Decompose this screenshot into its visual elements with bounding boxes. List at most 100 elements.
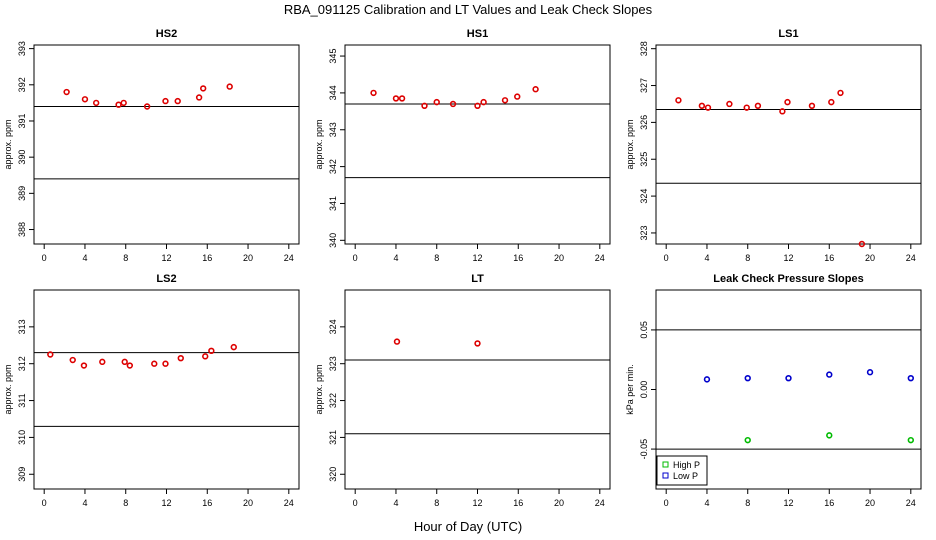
data-point [121, 358, 128, 366]
y-axis-label: approx. ppm [314, 119, 324, 169]
figure-x-axis-label: Hour of Day (UTC) [414, 519, 522, 534]
y-tick-label: 345 [328, 49, 338, 64]
legend-box [656, 455, 708, 486]
panel-title: LS1 [778, 28, 798, 40]
panel-title: HS2 [156, 28, 177, 40]
data-point [81, 96, 89, 103]
x-tick-label: 4 [704, 498, 709, 508]
data-point [199, 85, 207, 92]
x-tick-label: 12 [161, 253, 171, 263]
panel-title: Leak Check Pressure Slopes [713, 273, 863, 285]
data-point [449, 100, 457, 108]
data-point [858, 240, 866, 248]
panel-title: LS2 [156, 273, 176, 285]
data-point [230, 343, 237, 351]
data-point [421, 102, 428, 110]
x-tick-label: 8 [434, 498, 439, 508]
x-tick-label: 0 [664, 498, 669, 508]
y-tick-label: 391 [17, 113, 27, 128]
data-point [826, 371, 833, 378]
y-tick-label: 313 [17, 319, 27, 334]
plot-area [656, 108, 921, 184]
data-point [80, 362, 88, 369]
plot-area [345, 359, 610, 435]
x-tick-label: 16 [824, 253, 834, 263]
data-point [866, 369, 874, 376]
x-tick-label: 20 [243, 498, 253, 508]
data-point [69, 356, 76, 364]
plot-frame [344, 44, 611, 245]
data-point [698, 102, 706, 110]
x-tick-label: 20 [554, 253, 564, 263]
y-tick-label: 321 [328, 430, 338, 445]
x-tick-label: 20 [243, 253, 253, 263]
data-point [501, 97, 509, 104]
chart-panel-ls1: LS1 0 4 8 12 16 20 24 323 324 325 326 327 328 approx. … [625, 28, 922, 263]
data-point [784, 98, 791, 106]
x-tick-label: 24 [906, 498, 916, 508]
data-point [826, 432, 833, 439]
y-tick-label: 392 [17, 77, 27, 92]
x-tick-label: 24 [595, 253, 605, 263]
x-tick-label: 8 [434, 253, 439, 263]
y-tick-label: 390 [17, 150, 27, 165]
x-tick-label: 16 [513, 498, 523, 508]
data-point [226, 83, 233, 90]
y-axis-label: kPa per min. [625, 364, 635, 415]
y-tick-label: 323 [639, 225, 649, 240]
x-tick-label: 0 [353, 253, 358, 263]
y-tick-label: 325 [639, 152, 649, 167]
y-tick-label: 341 [328, 196, 338, 211]
data-point [532, 86, 539, 93]
plot-frame [344, 289, 611, 490]
panel-title: HS1 [467, 28, 488, 40]
x-tick-label: 4 [393, 253, 398, 263]
data-point [177, 354, 184, 362]
data-point [514, 93, 521, 100]
data-point [808, 102, 816, 110]
data-point [474, 340, 481, 347]
plot-area [34, 352, 299, 427]
data-point [115, 101, 122, 108]
data-point [907, 436, 915, 444]
y-axis-label: approx. ppm [314, 364, 324, 414]
y-tick-label: 388 [17, 222, 27, 237]
data-point [398, 95, 406, 102]
x-tick-label: 4 [704, 253, 709, 263]
data-point [126, 362, 134, 369]
data-point [837, 89, 844, 97]
x-tick-label: 20 [865, 253, 875, 263]
x-tick-label: 12 [783, 498, 793, 508]
legend-label: Low P [673, 471, 698, 481]
chart-panel-ls2: LS2 0 4 8 12 16 20 24 309 310 311 312 313 approx. ppm [3, 273, 300, 508]
data-point [393, 338, 401, 345]
y-tick-label: 309 [17, 467, 27, 482]
y-axis-label: approx. ppm [3, 119, 13, 169]
data-point [162, 97, 169, 105]
x-tick-label: 4 [393, 498, 398, 508]
x-tick-label: 16 [513, 253, 523, 263]
y-tick-label: 343 [328, 122, 338, 137]
data-point [726, 100, 733, 108]
x-tick-label: 8 [123, 253, 128, 263]
y-tick-label: 0.05 [639, 321, 649, 339]
y-tick-label: 322 [328, 393, 338, 408]
data-point [120, 99, 127, 107]
x-tick-label: 8 [745, 253, 750, 263]
data-point [474, 102, 481, 110]
plot-area [345, 103, 610, 179]
data-point [744, 374, 751, 382]
figure-title: RBA_091125 Calibration and LT Values and… [284, 2, 653, 17]
x-tick-label: 20 [865, 498, 875, 508]
data-point [143, 103, 151, 110]
chart-panel-lt: LT 0 4 8 12 16 20 24 320 321 322 323 324 approx. ppm [314, 273, 611, 508]
plot-frame [33, 289, 300, 490]
data-point [785, 374, 792, 382]
y-tick-label: 312 [17, 356, 27, 371]
y-tick-label: 324 [639, 189, 649, 204]
chart-panel-hs1: HS1 0 4 8 12 16 20 24 340 341 342 343 344 345 approx. … [314, 28, 611, 263]
y-tick-label: 320 [328, 467, 338, 482]
x-tick-label: 0 [42, 498, 47, 508]
y-tick-label: 311 [17, 393, 27, 407]
